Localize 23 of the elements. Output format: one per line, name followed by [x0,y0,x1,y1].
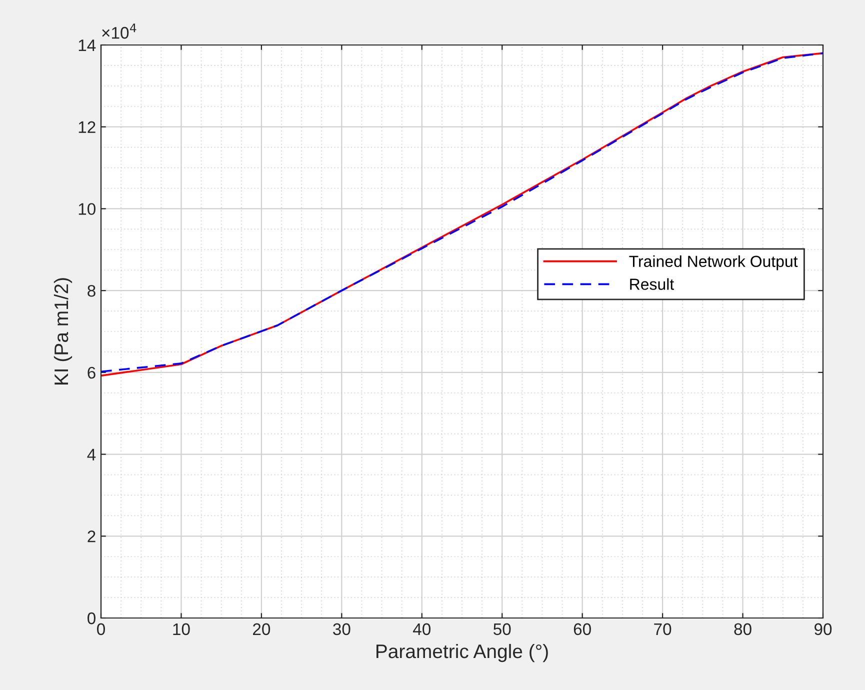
x-tick-label: 20 [253,623,270,636]
legend-label: Result [630,278,674,290]
y-tick-label: 6 [88,366,96,379]
x-tick-label: 40 [413,623,431,636]
x-tick-label: 60 [574,623,591,636]
y-axis-title: KI (Pa m1/2) [54,278,72,384]
x-tick-label: 30 [333,623,350,636]
x-tick-label: 80 [734,623,752,636]
y-tick-label: 8 [88,284,96,297]
x-tick-label: 70 [654,623,672,636]
x-tick-label: 10 [173,623,190,636]
legend-label: Trained Network Output [629,255,798,270]
x-tick-label: 90 [814,623,832,636]
y-tick-label: 2 [88,530,96,542]
y-tick-label: 0 [88,612,96,624]
y-tick-label: 10 [78,203,96,215]
text: ×10$^{4}$ [102,24,136,39]
x-axis-title: Parametric Angle (°) [376,644,548,662]
y-tick-label: 4 [87,448,96,460]
x-tick-label: 50 [494,623,511,636]
y-tick-label: 14 [78,40,96,52]
y-tick-label: 12 [78,121,96,133]
x-tick-label: 0 [97,623,105,636]
